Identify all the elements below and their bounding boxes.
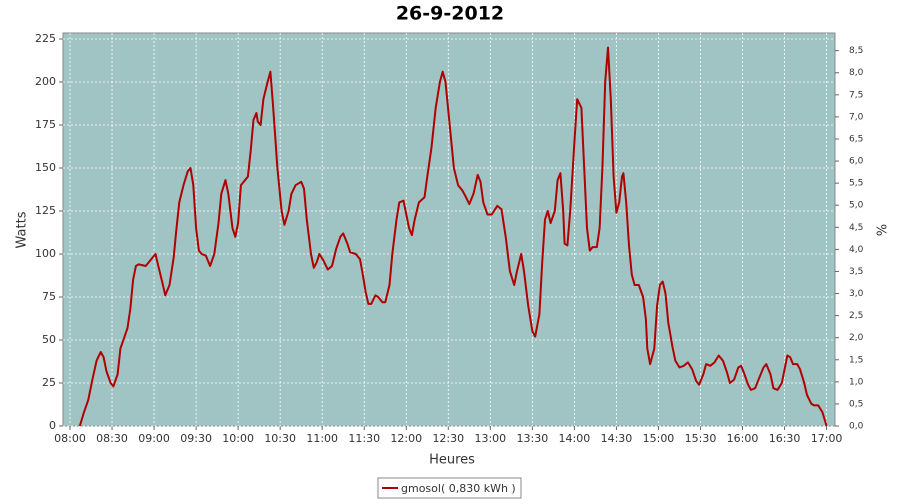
y2-tick-label: 5,0 bbox=[849, 201, 864, 211]
x-tick-label: 12:00 bbox=[390, 432, 422, 445]
y2-tick-label: 1,5 bbox=[849, 355, 863, 365]
y2-tick-label: 8,5 bbox=[849, 46, 863, 56]
y-tick-label: 50 bbox=[42, 333, 56, 346]
x-tick-label: 09:00 bbox=[138, 432, 170, 445]
y-tick-label: 125 bbox=[35, 204, 56, 217]
y2-axis-title: % bbox=[873, 224, 888, 236]
y2-tick-label: 7,0 bbox=[849, 112, 864, 122]
data-line bbox=[78, 46, 828, 427]
x-tick-label: 16:30 bbox=[769, 432, 801, 445]
y2-tick-label: 3,5 bbox=[849, 267, 863, 277]
x-axis-title: Heures bbox=[429, 453, 475, 468]
x-tick-label: 11:30 bbox=[348, 432, 380, 445]
x-tick-label: 15:00 bbox=[643, 432, 675, 445]
y2-tick-label: 6,5 bbox=[849, 134, 863, 144]
y2-tick-label: 0,0 bbox=[849, 422, 864, 432]
x-tick-label: 12:30 bbox=[432, 432, 464, 445]
y-tick-label: 100 bbox=[35, 247, 56, 260]
y-tick-label: 150 bbox=[35, 161, 56, 174]
legend-label: gmosol( 0,830 kWh ) bbox=[401, 482, 516, 495]
y2-tick-label: 4,0 bbox=[849, 245, 864, 255]
x-tick-label: 08:00 bbox=[54, 432, 86, 445]
y-axis-title: Watts bbox=[15, 211, 30, 248]
y2-tick-label: 0,5 bbox=[849, 399, 863, 409]
chart-title: 26-9-2012 bbox=[396, 3, 504, 25]
x-tick-label: 09:30 bbox=[180, 432, 212, 445]
plot-area bbox=[62, 32, 836, 427]
x-tick-label: 11:00 bbox=[306, 432, 338, 445]
x-tick-label: 08:30 bbox=[96, 432, 128, 445]
x-tick-label: 13:00 bbox=[474, 432, 506, 445]
y-tick-label: 200 bbox=[35, 75, 56, 88]
y-tick-label: 75 bbox=[42, 290, 56, 303]
x-tick-label: 10:00 bbox=[222, 432, 254, 445]
legend-box bbox=[377, 477, 522, 499]
y2-tick-label: 6,0 bbox=[849, 157, 864, 167]
x-tick-label: 14:30 bbox=[601, 432, 633, 445]
y-tick-label: 25 bbox=[42, 376, 56, 389]
y-tick-label: 175 bbox=[35, 118, 56, 131]
y2-tick-label: 7,5 bbox=[849, 90, 863, 100]
y2-tick-label: 2,5 bbox=[849, 311, 863, 321]
x-tick-label: 16:00 bbox=[727, 432, 759, 445]
y2-tick-label: 1,0 bbox=[849, 377, 864, 387]
y-tick-label: 0 bbox=[49, 419, 56, 432]
x-tick-label: 10:30 bbox=[264, 432, 296, 445]
y-tick-label: 225 bbox=[35, 32, 56, 45]
y2-tick-label: 5,5 bbox=[849, 179, 863, 189]
x-tick-label: 17:00 bbox=[811, 432, 843, 445]
y2-tick-label: 8,0 bbox=[849, 68, 864, 78]
y2-tick-label: 2,0 bbox=[849, 333, 864, 343]
y2-tick-label: 3,0 bbox=[849, 289, 864, 299]
x-tick-label: 13:30 bbox=[517, 432, 549, 445]
x-tick-label: 15:30 bbox=[685, 432, 717, 445]
y2-tick-label: 4,5 bbox=[849, 223, 863, 233]
x-tick-label: 14:00 bbox=[559, 432, 591, 445]
